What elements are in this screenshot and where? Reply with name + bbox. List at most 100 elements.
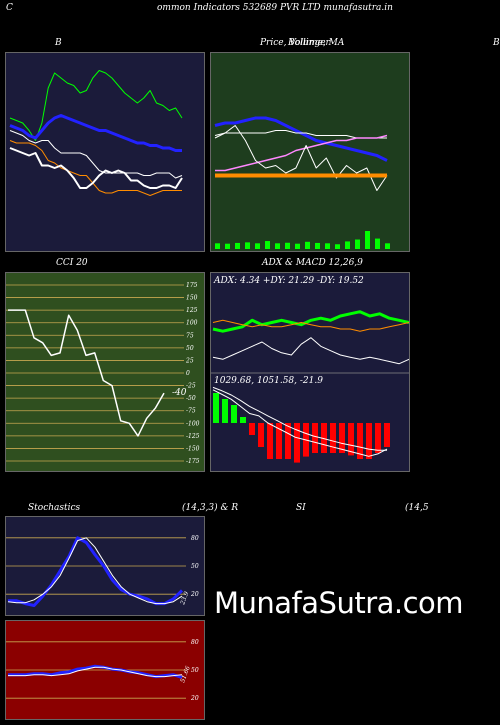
cci-tick-label: 150 <box>186 295 198 302</box>
macd-hist-bar <box>213 393 219 423</box>
cci-tick-label: -100 <box>186 420 200 427</box>
volume-bar <box>275 243 280 249</box>
macd-hist-bar <box>285 423 291 459</box>
macd-hist-bar <box>276 423 282 459</box>
rsi-ma-line <box>8 666 183 678</box>
adx-title: ADX & MACD 12,26,9 <box>262 258 363 268</box>
macd-hist-bar <box>267 423 273 459</box>
cci-line <box>8 309 165 437</box>
cci-chart: 175 150 125 100 75 50 25 0 -25 -50 -75 -100 -125 -150… <box>6 282 200 465</box>
bollinger-panel <box>5 52 205 252</box>
rsi-title: SI <box>296 503 306 513</box>
adx-series-2 <box>212 319 409 332</box>
price-overlay-title: Bollinger <box>288 38 330 48</box>
rsi-tick-label: 80 <box>191 639 199 646</box>
rsi-params: (14,5 <box>405 503 429 513</box>
macd-hist-bar <box>321 423 327 453</box>
header-letter: C <box>6 3 13 13</box>
rsi-chart: 80 50 20 51.66 <box>6 639 199 702</box>
bollinger-series-5 <box>9 147 183 189</box>
volume-bar <box>215 243 220 249</box>
macd-hist-bar <box>312 423 318 453</box>
watermark: MunafaSutra.com <box>214 586 464 620</box>
stoch-tick-label: 80 <box>191 535 199 542</box>
cci-tick-label: -175 <box>186 458 200 465</box>
stoch-tick-label: 50 <box>191 563 199 570</box>
cci-tick-label: 50 <box>186 345 194 352</box>
stoch-tick-label: 20 <box>190 591 199 598</box>
rsi-tick-label: 50 <box>191 667 199 674</box>
bollinger-series-3 <box>9 130 183 179</box>
volume-bar <box>245 242 250 249</box>
cci-tick-label: -25 <box>186 383 196 390</box>
cci-tick-label: 0 <box>186 370 190 377</box>
rsi-tick-label: 20 <box>190 695 199 702</box>
macd-hist-bar <box>357 423 363 459</box>
price-panel <box>210 52 410 252</box>
volume-bar <box>345 241 350 249</box>
macd-hist-bar <box>222 399 228 423</box>
volume-bar <box>295 243 300 249</box>
bollinger-title: B <box>55 38 62 48</box>
cci-tick-label: 75 <box>186 332 194 339</box>
bollinger-series-4 <box>9 140 182 196</box>
volume-bar <box>305 241 310 249</box>
bollinger-chart <box>9 70 183 196</box>
price-right-letter: B <box>493 38 500 48</box>
rsi-value-label: 51.66 <box>179 665 192 684</box>
cci-tick-label: -50 <box>186 395 196 402</box>
macd-hist-bar <box>249 423 255 435</box>
volume-bar <box>385 243 390 249</box>
adx-values: ADX: 4.34 +DY: 21.29 -DY: 19.52 <box>214 276 364 286</box>
rsi-panel: 80 50 20 51.66 <box>5 620 205 720</box>
macd-hist-bar <box>294 423 300 463</box>
bollinger-series-1 <box>9 70 183 141</box>
price-series-4 <box>214 125 388 191</box>
stoch-value-label: 23.9 <box>179 591 191 607</box>
adx-series-1 <box>212 310 409 333</box>
macd-hist-bar <box>366 423 372 459</box>
price-chart <box>214 116 390 249</box>
stoch-k-line <box>8 536 184 607</box>
cci-tick-label: 100 <box>186 320 198 327</box>
adx-macd-chart <box>211 310 409 463</box>
cci-title: CCI 20 <box>56 258 88 268</box>
macd-hist-bar <box>258 423 264 447</box>
cci-tick-label: -125 <box>186 433 200 440</box>
volume-bar <box>225 243 230 249</box>
macd-hist-bar <box>348 423 354 456</box>
cci-tick-label: 175 <box>186 282 198 289</box>
stoch-title: Stochastics <box>28 503 81 513</box>
macd-hist-bar <box>339 423 345 453</box>
macd-line <box>212 389 388 457</box>
volume-bar <box>375 238 380 249</box>
cci-tick-label: -75 <box>186 408 196 415</box>
cci-tick-label: 25 <box>185 357 194 364</box>
cci-value-label: -40 <box>172 388 187 398</box>
volume-bar <box>315 242 320 249</box>
volume-bar <box>265 241 270 249</box>
volume-bar <box>285 242 290 249</box>
macd-signal-line <box>212 386 387 451</box>
macd-hist-bar <box>330 423 336 453</box>
cci-panel: 175 150 125 100 75 50 25 0 -25 -50 -75 -100 -125 -150… <box>5 272 205 472</box>
rsi-line <box>8 664 183 679</box>
price-series-3 <box>215 134 388 172</box>
macd-hist-bar <box>231 405 237 423</box>
adx-macd-panel <box>210 272 410 472</box>
volume-bar <box>255 243 260 249</box>
price-title: Price, Volume, MA <box>260 38 345 48</box>
cci-tick-label: -150 <box>186 445 200 452</box>
volume-bar <box>325 243 330 249</box>
bollinger-series-2 <box>9 114 182 152</box>
adx-series-3 <box>212 337 409 365</box>
page-title: ommon Indicators 532689 PVR LTD munafasu… <box>157 3 393 13</box>
volume-bar <box>355 239 360 249</box>
macd-hist-bar <box>375 423 381 453</box>
price-series-1 <box>214 116 388 162</box>
macd-hist-bar <box>384 423 390 447</box>
cci-tick-label: 125 <box>186 307 198 314</box>
stoch-params: (14,3,3) & R <box>182 503 239 513</box>
volume-bar <box>365 231 370 249</box>
